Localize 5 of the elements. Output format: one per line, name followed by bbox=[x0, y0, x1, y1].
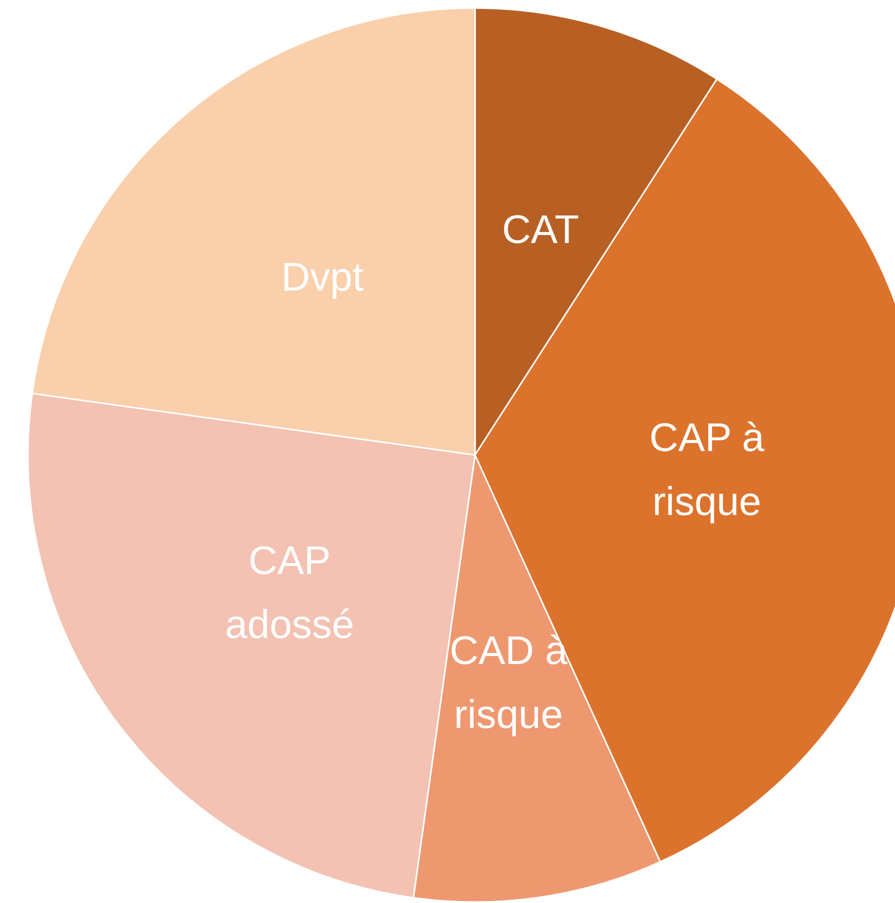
slice-label: CAP adossé bbox=[225, 538, 354, 647]
slice-label: CAP à risque bbox=[649, 415, 766, 524]
slice-label: CAT bbox=[502, 208, 580, 252]
slice-label: CAD à risque bbox=[450, 628, 568, 737]
slice-label: Dvpt bbox=[281, 255, 364, 300]
